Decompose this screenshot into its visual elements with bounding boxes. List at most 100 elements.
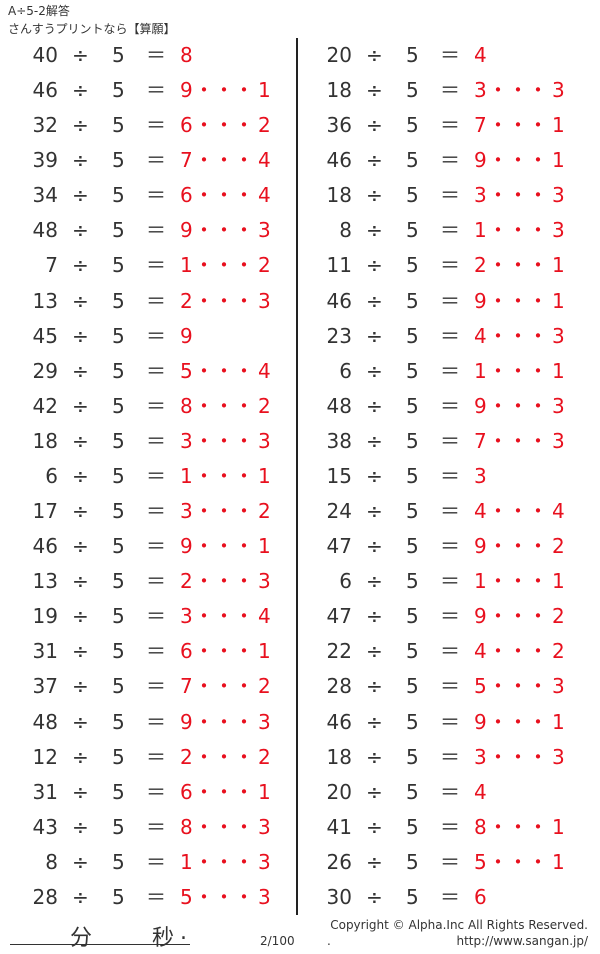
quotient: 9 (180, 709, 193, 734)
dividend: 29 (32, 358, 58, 383)
quotient: 1 (180, 849, 193, 874)
remainder: 3 (258, 428, 271, 453)
equals-sign: ＝ (146, 639, 166, 664)
quotient: 6 (180, 113, 193, 138)
remainder: 3 (258, 849, 271, 874)
divisor: 5 (406, 288, 419, 313)
quotient: 3 (474, 463, 487, 488)
remainder: 1 (552, 253, 565, 278)
dividend: 6 (339, 569, 352, 594)
divide-sign: ÷ (366, 463, 383, 488)
dividend: 48 (32, 709, 58, 734)
equals-sign: ＝ (440, 183, 460, 208)
remainder: 3 (258, 288, 271, 313)
divide-sign: ÷ (72, 393, 89, 418)
remainder: 3 (258, 218, 271, 243)
equals-sign: ＝ (440, 253, 460, 278)
remainder-dots: ・・・ (194, 183, 254, 208)
remainder: 3 (552, 78, 565, 103)
dividend: 38 (326, 428, 352, 453)
equals-sign: ＝ (440, 674, 460, 699)
divisor: 5 (406, 253, 419, 278)
divide-sign: ÷ (72, 849, 89, 874)
divide-sign: ÷ (72, 639, 89, 664)
dividend: 31 (32, 639, 58, 664)
remainder-dots: ・・・ (488, 814, 548, 839)
divisor: 5 (112, 849, 125, 874)
quotient: 3 (180, 499, 193, 524)
dividend: 34 (32, 183, 58, 208)
quotient: 5 (474, 674, 487, 699)
remainder-dots: ・・・ (194, 218, 254, 243)
quotient: 9 (474, 709, 487, 734)
equals-sign: ＝ (440, 709, 460, 734)
equals-sign: ＝ (146, 849, 166, 874)
divide-sign: ÷ (366, 779, 383, 804)
equals-sign: ＝ (146, 463, 166, 488)
divide-sign: ÷ (366, 674, 383, 699)
remainder-dots: ・・・ (194, 78, 254, 103)
remainder: 1 (258, 779, 271, 804)
equals-sign: ＝ (146, 288, 166, 313)
worksheet-title: A÷5-2解答 (8, 4, 70, 18)
dividend: 43 (32, 814, 58, 839)
divide-sign: ÷ (366, 253, 383, 278)
dividend: 20 (326, 43, 352, 67)
divide-sign: ÷ (366, 148, 383, 173)
quotient: 1 (474, 218, 487, 243)
remainder-dots: ・・・ (488, 604, 548, 629)
remainder-dots: ・・・ (488, 569, 548, 594)
divisor: 5 (406, 709, 419, 734)
equals-sign: ＝ (440, 463, 460, 488)
divide-sign: ÷ (72, 113, 89, 138)
equals-sign: ＝ (146, 253, 166, 278)
equals-sign: ＝ (440, 604, 460, 629)
divide-sign: ÷ (366, 604, 383, 629)
quotient: 7 (180, 674, 193, 699)
divide-sign: ÷ (366, 884, 383, 909)
quotient: 6 (180, 639, 193, 664)
equals-sign: ＝ (146, 393, 166, 418)
remainder: 4 (552, 499, 565, 524)
divide-sign: ÷ (366, 499, 383, 524)
divide-sign: ÷ (366, 113, 383, 138)
divide-sign: ÷ (366, 709, 383, 734)
equals-sign: ＝ (440, 779, 460, 804)
divisor: 5 (406, 358, 419, 383)
quotient: 4 (474, 779, 487, 804)
divisor: 5 (112, 428, 125, 453)
quotient: 1 (474, 358, 487, 383)
dividend: 36 (326, 113, 352, 138)
quotient: 3 (474, 78, 487, 103)
copyright: Copyright © Alpha.Inc All Rights Reserve… (330, 918, 588, 932)
dividend: 46 (326, 148, 352, 173)
dividend: 26 (326, 849, 352, 874)
url-link[interactable]: http://www.sangan.jp/ (456, 934, 588, 948)
quotient: 6 (180, 183, 193, 208)
divide-sign: ÷ (366, 288, 383, 313)
remainder: 3 (258, 884, 271, 909)
divisor: 5 (112, 463, 125, 488)
divisor: 5 (112, 709, 125, 734)
remainder-dots: ・・・ (488, 218, 548, 243)
divide-sign: ÷ (366, 534, 383, 559)
remainder: 4 (258, 148, 271, 173)
divide-sign: ÷ (72, 218, 89, 243)
quotient: 1 (180, 463, 193, 488)
dividend: 19 (32, 604, 58, 629)
remainder-dots: ・・・ (194, 499, 254, 524)
equals-sign: ＝ (440, 534, 460, 559)
remainder: 1 (258, 639, 271, 664)
dividend: 47 (326, 534, 352, 559)
dividend: 23 (326, 323, 352, 348)
dividend: 8 (45, 849, 58, 874)
remainder: 2 (258, 674, 271, 699)
dividend: 15 (326, 463, 352, 488)
equals-sign: ＝ (146, 148, 166, 173)
remainder-dots: ・・・ (194, 253, 254, 278)
quotient: 2 (180, 569, 193, 594)
divide-sign: ÷ (72, 43, 89, 67)
dividend: 31 (32, 779, 58, 804)
divisor: 5 (112, 499, 125, 524)
remainder-dots: ・・・ (488, 323, 548, 348)
